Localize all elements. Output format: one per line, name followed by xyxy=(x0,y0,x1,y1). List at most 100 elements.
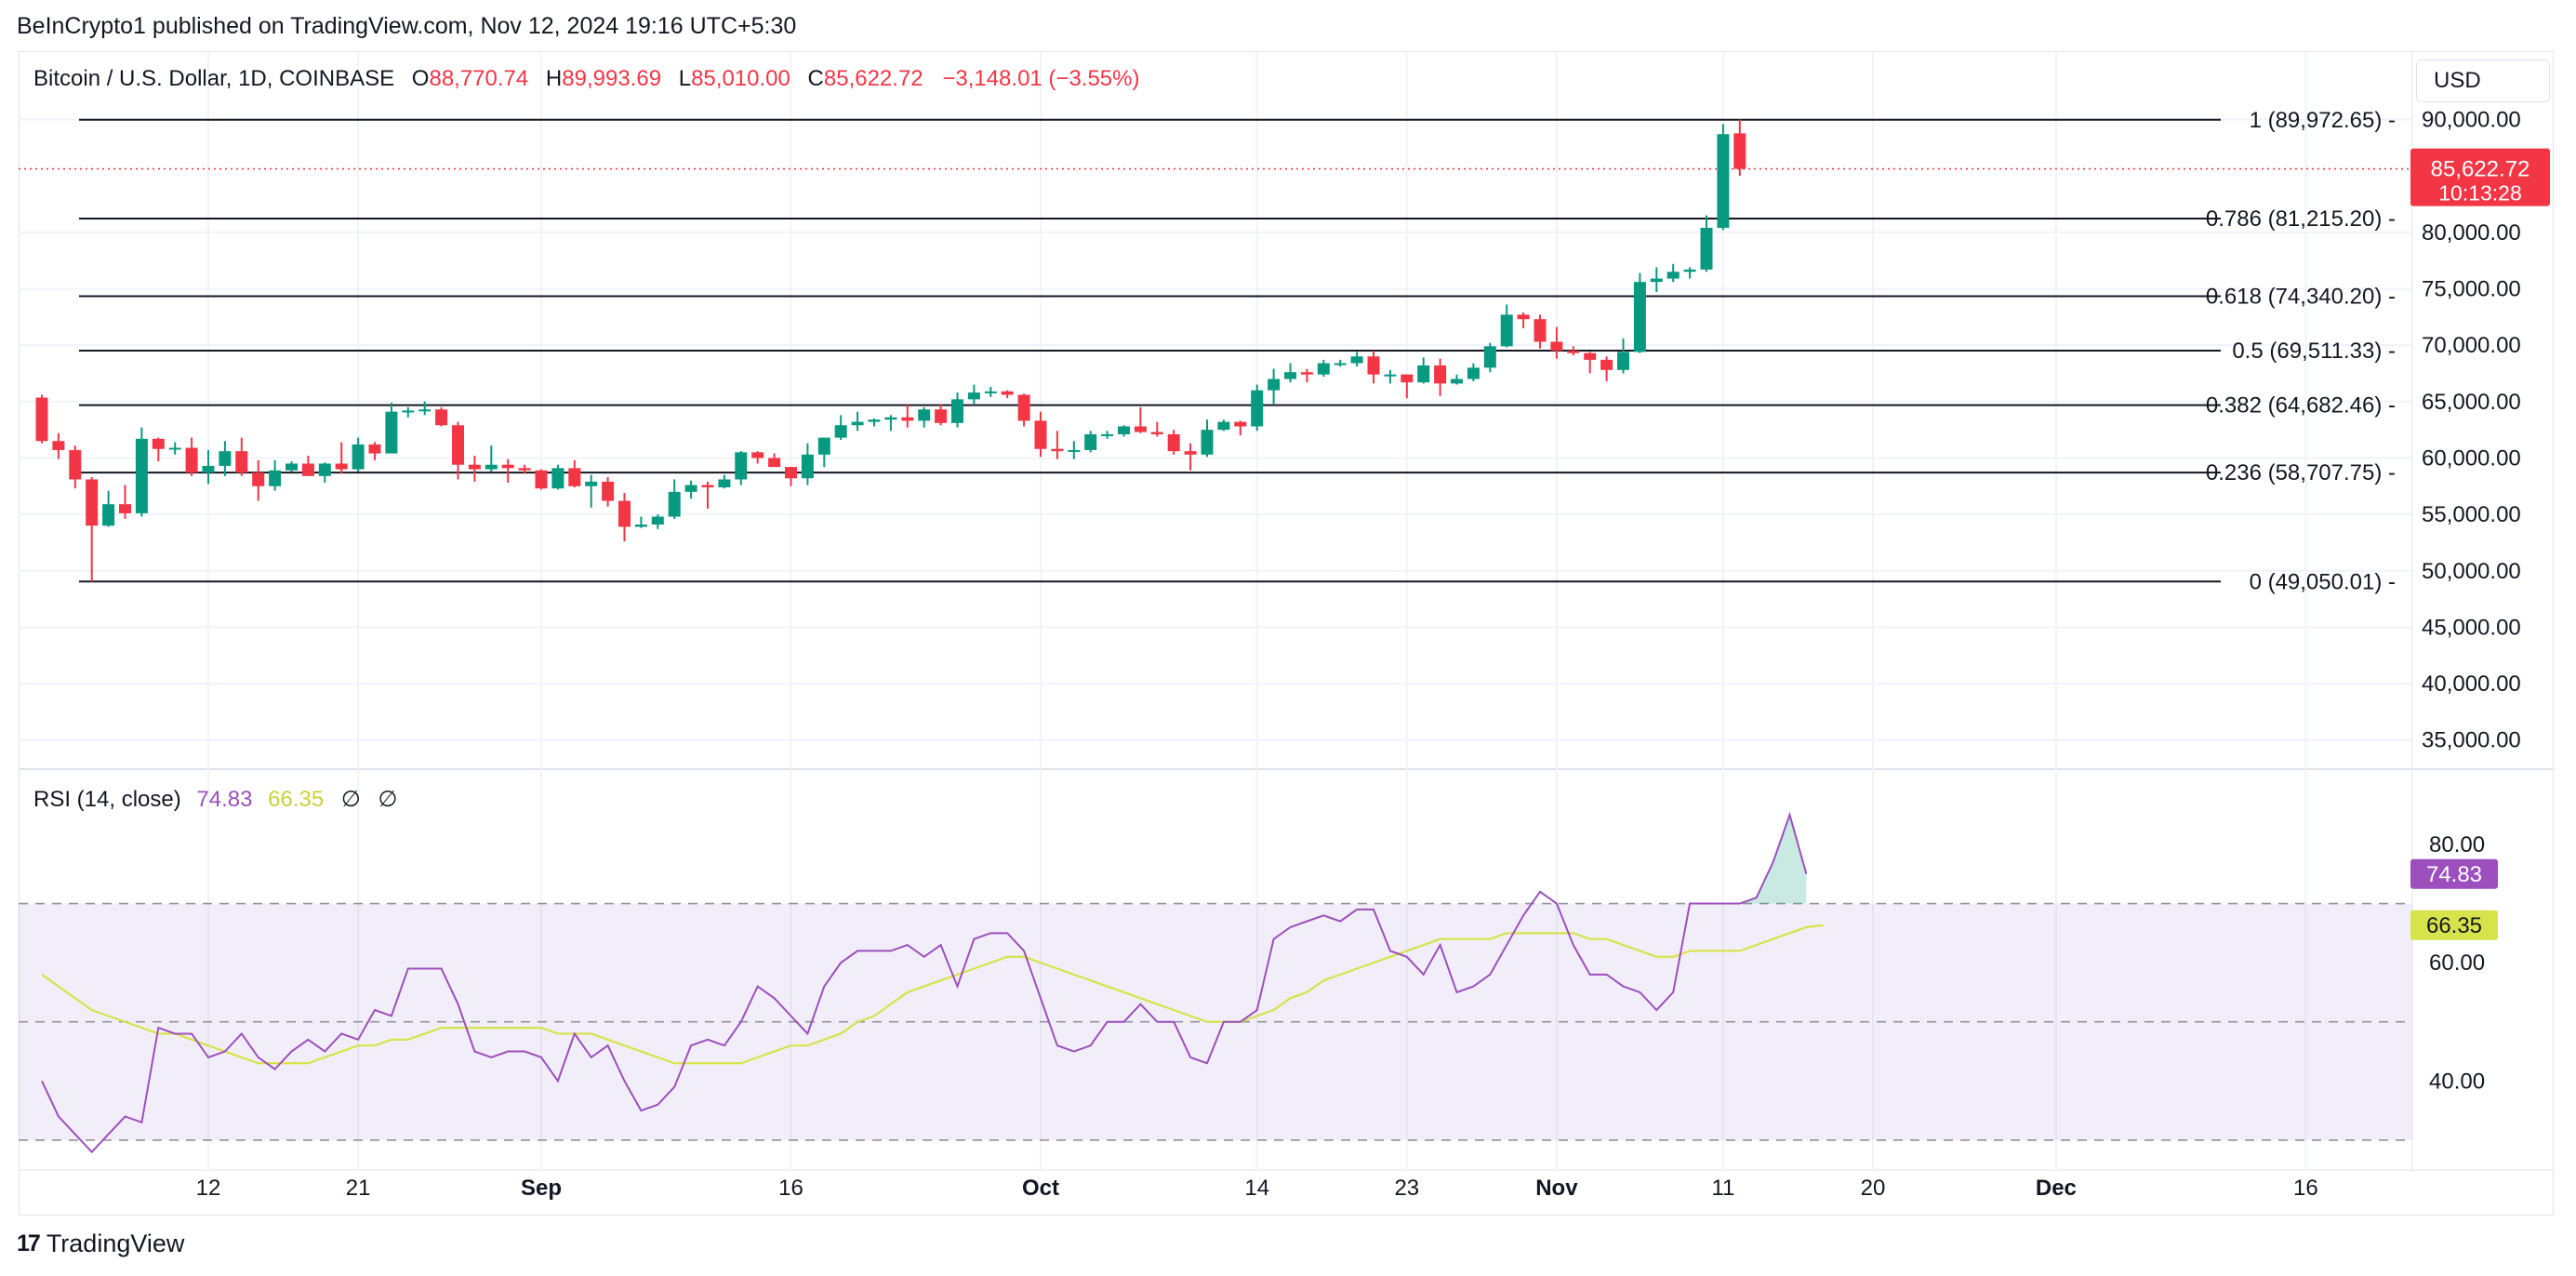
price-axis-label: 35,000.00 xyxy=(2422,728,2521,753)
candle-body xyxy=(402,410,415,413)
candle-body xyxy=(185,447,198,473)
candle-body xyxy=(684,485,697,492)
symbol-label[interactable]: Bitcoin / U.S. Dollar, 1D, COINBASE xyxy=(33,66,395,91)
publisher-caption: BeInCrypto1 published on TradingView.com… xyxy=(17,13,797,39)
time-axis-label: 14 xyxy=(1244,1176,1269,1201)
tradingview-logo-icon: 17 xyxy=(17,1230,41,1256)
candle-body xyxy=(501,464,514,469)
rsi-lines xyxy=(41,811,1824,1154)
candle-body xyxy=(219,451,232,466)
candle-body xyxy=(602,481,615,501)
price-axis-label: 55,000.00 xyxy=(2422,502,2521,527)
candle-body xyxy=(1633,282,1646,352)
rsi-legend: RSI (14, close) 74.83 66.35 ∅ ∅ xyxy=(33,786,397,813)
fib-level-label: 0.618 (74,340.20) - xyxy=(2206,284,2396,309)
price-axis-label: 60,000.00 xyxy=(2422,445,2521,471)
change-value: −3,148.01 (−3.55%) xyxy=(942,66,1140,91)
candle-body xyxy=(385,411,398,454)
candle-body xyxy=(1068,449,1081,452)
candle-body xyxy=(69,449,82,480)
candle-body xyxy=(35,397,48,442)
currency-label: USD xyxy=(2434,68,2481,93)
candle-body xyxy=(1150,432,1163,434)
candle-body xyxy=(52,441,65,450)
price-axis-label: 75,000.00 xyxy=(2422,276,2521,301)
fib-level-label: 0.786 (81,215.20) - xyxy=(2206,206,2396,232)
candle-body xyxy=(1534,319,1547,342)
candle-body xyxy=(418,409,432,412)
candle-body xyxy=(1367,356,1380,375)
candle-body xyxy=(1118,426,1130,434)
tradingview-logo[interactable]: 17 TradingView xyxy=(17,1229,184,1258)
candle-body xyxy=(1384,374,1397,377)
candle-body xyxy=(634,525,647,527)
candle-body xyxy=(1201,430,1214,455)
last-price-badge-countdown: 10:13:28 xyxy=(2438,181,2522,206)
chart-frame xyxy=(19,51,2554,1216)
candles xyxy=(35,119,1746,582)
rsi-ma-badge-text: 66.35 xyxy=(2426,913,2482,938)
time-axis-label: 20 xyxy=(1861,1176,1886,1201)
candle-body xyxy=(452,425,464,465)
candle-body xyxy=(368,444,381,454)
candle-body xyxy=(1401,374,1414,383)
candle-body xyxy=(119,504,131,513)
candle-body xyxy=(551,468,564,489)
candle-body xyxy=(918,409,931,421)
fib-level-label: 0.236 (58,707.75) - xyxy=(2206,460,2396,485)
fibonacci-levels: 1 (89,972.65) - 0.786 (81,215.20) - 0.618 … xyxy=(19,108,2412,594)
time-axis-label: Oct xyxy=(1022,1176,1059,1201)
rsi-legend-label[interactable]: RSI (14, close) xyxy=(33,787,181,812)
candle-body xyxy=(668,491,681,517)
high-value: 89,993.69 xyxy=(562,66,662,91)
close-value: 85,622.72 xyxy=(823,66,923,91)
rsi-value-badge xyxy=(2410,858,2498,889)
time-axis-label: 16 xyxy=(778,1176,803,1201)
candle-body xyxy=(1683,269,1696,272)
close-label: C xyxy=(807,66,824,91)
last-price-badge-price: 85,622.72 xyxy=(2431,157,2530,182)
candle-body xyxy=(1500,314,1513,347)
candle-body xyxy=(1600,359,1613,370)
rsi-axis-label: 80.00 xyxy=(2429,832,2485,857)
candle-body xyxy=(318,463,331,476)
candle-body xyxy=(102,504,115,526)
rsi-overbought-fill xyxy=(1739,815,1807,904)
candle-body xyxy=(1084,433,1097,450)
tradingview-brand: TradingView xyxy=(46,1229,185,1257)
candle-body xyxy=(1334,363,1347,366)
rsi-value-badge-text: 74.83 xyxy=(2426,862,2482,887)
time-axis-label: 16 xyxy=(2293,1176,2318,1201)
candle-body xyxy=(585,481,598,486)
time-axis-label: Nov xyxy=(1535,1176,1578,1201)
price-legend: Bitcoin / U.S. Dollar, 1D, COINBASE O88,… xyxy=(33,66,1139,92)
time-axis-label: Dec xyxy=(2036,1176,2077,1201)
candle-body xyxy=(1350,356,1363,364)
candle-body xyxy=(851,421,864,426)
candle-body xyxy=(901,417,914,421)
fib-level-label: 0.5 (69,511.33) - xyxy=(2232,339,2396,364)
fib-level-label: 0.382 (64,682.46) - xyxy=(2206,393,2396,419)
candle-body xyxy=(1650,278,1663,283)
candle-body xyxy=(202,465,215,473)
candle-body xyxy=(535,470,548,489)
candle-body xyxy=(751,452,764,459)
candle-body xyxy=(768,458,781,468)
axes: 90,000.00 80,000.00 75,000.00 70,000.00 65,0… xyxy=(196,107,2550,1201)
candle-body xyxy=(701,485,714,487)
candle-body xyxy=(868,419,881,422)
price-axis-label: 50,000.00 xyxy=(2422,559,2521,584)
candle-body xyxy=(1234,421,1247,427)
candle-body xyxy=(618,500,631,527)
candle-body xyxy=(1017,394,1030,421)
candle-body xyxy=(568,468,581,486)
candle-body xyxy=(735,452,748,480)
candle-body xyxy=(1584,352,1597,360)
candle-body xyxy=(1700,227,1713,270)
currency-button[interactable]: USD xyxy=(2416,60,2550,102)
candle-body xyxy=(884,417,897,420)
time-axis-label: 12 xyxy=(196,1176,221,1201)
rsi-ma-line xyxy=(41,924,1824,1065)
last-price-badge xyxy=(2410,148,2550,206)
